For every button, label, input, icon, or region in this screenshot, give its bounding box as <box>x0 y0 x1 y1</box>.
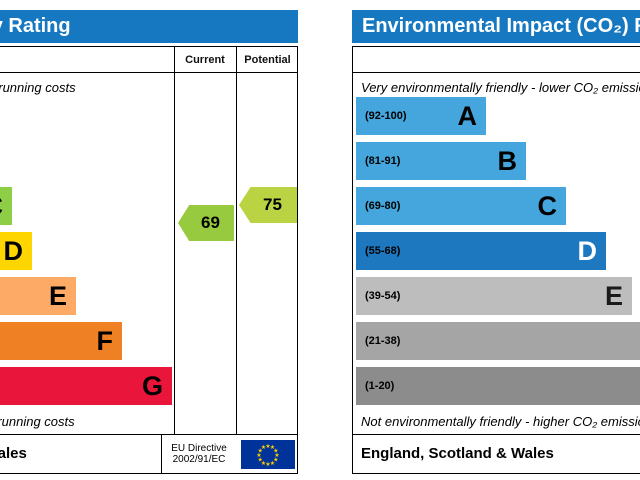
svg-text:★: ★ <box>257 456 262 463</box>
column-header-row: Current Potential <box>353 47 640 73</box>
band-row-f: (21-38) F <box>356 322 640 360</box>
chart-title: Energy Efficiency Rating <box>0 15 71 37</box>
band-range-label: (21-38) <box>365 335 401 347</box>
band-letter: F <box>96 326 114 356</box>
band-letter: D <box>3 236 24 266</box>
chart-footer: England, Scotland & Wales EU Directive 2… <box>0 434 297 473</box>
band-letter: G <box>141 371 163 401</box>
svg-text:★: ★ <box>257 447 262 454</box>
band-row-a: (92-100) A <box>356 97 640 135</box>
footer-region-label: England, Scotland & Wales <box>0 445 27 462</box>
band-bar-c: (69-80) C <box>356 187 566 225</box>
svg-text:★: ★ <box>260 444 265 451</box>
current-column-divider <box>174 47 175 435</box>
chart-title: Environmental Impact (CO₂) Rating <box>362 15 640 37</box>
svg-text:★: ★ <box>265 443 270 450</box>
band-bar-g: G <box>0 367 172 405</box>
band-bar-e: E <box>0 277 76 315</box>
band-row-e: E <box>0 277 172 315</box>
eu-directive-line1: EU Directive <box>171 443 227 454</box>
band-row-a: A <box>0 97 172 135</box>
svg-text:★: ★ <box>274 452 279 459</box>
column-header-row: Current Potential <box>0 47 297 73</box>
band-row-b: B <box>0 142 172 180</box>
band-letter: C <box>537 191 558 221</box>
band-row-d: (55-68) D <box>356 232 640 270</box>
top-note: Very energy efficient - lower running co… <box>0 80 76 95</box>
potential-rating-marker: 75 <box>239 187 297 223</box>
band-range-label: (39-54) <box>365 290 401 302</box>
band-bar-f: F <box>0 322 122 360</box>
band-range-label: (55-68) <box>365 245 401 257</box>
band-letter: E <box>604 281 623 311</box>
eu-directive-line2: 2002/91/EC <box>172 454 226 465</box>
chart-body: Current Potential Very environmentally f… <box>352 46 640 474</box>
band-row-e: (39-54) E <box>356 277 640 315</box>
band-letter: A <box>457 101 478 131</box>
band-bar-e: (39-54) E <box>356 277 632 315</box>
environmental-impact-chart: Environmental Impact (CO₂) Rating Curren… <box>352 10 640 474</box>
svg-text:★: ★ <box>273 447 278 454</box>
svg-text:★: ★ <box>256 452 261 459</box>
band-range-label: (92-100) <box>365 110 407 122</box>
svg-text:★: ★ <box>273 456 278 463</box>
band-range-label: (1-20) <box>365 380 395 392</box>
band-row-c: C <box>0 187 172 225</box>
band-row-b: (81-91) B <box>356 142 640 180</box>
band-range-label: (69-80) <box>365 200 401 212</box>
bottom-note: Not environmentally friendly - higher CO… <box>361 414 640 429</box>
rating-bands: A B C <box>0 97 172 412</box>
band-bar-a: (92-100) A <box>356 97 486 135</box>
chart-title-bar: Energy Efficiency Rating <box>0 10 298 43</box>
band-letter: D <box>577 236 598 266</box>
eu-directive-label: EU Directive 2002/91/EC <box>162 435 236 473</box>
svg-text:★: ★ <box>269 459 274 466</box>
chart-footer: England, Scotland & Wales EU Directive 2… <box>353 434 640 473</box>
band-row-d: D <box>0 232 172 270</box>
eu-flag-icon: ★ ★ ★ ★ ★ ★ ★ ★ ★ ★ ★ ★ <box>236 435 299 473</box>
band-row-f: F <box>0 322 172 360</box>
chart-title-bar: Environmental Impact (CO₂) Rating <box>352 10 640 43</box>
band-bar-d: (55-68) D <box>356 232 606 270</box>
band-range-label: (81-91) <box>365 155 401 167</box>
band-row-c: (69-80) C <box>356 187 640 225</box>
potential-column-header: Potential <box>244 54 291 66</box>
rating-bands: (92-100) A (81-91) B (69-80) C <box>356 97 640 412</box>
svg-text:★: ★ <box>269 444 274 451</box>
band-row-g: (1-20) G <box>356 367 640 405</box>
current-column-header: Current <box>185 54 225 66</box>
footer-region-label: England, Scotland & Wales <box>361 445 554 462</box>
band-bar-d: D <box>0 232 32 270</box>
svg-text:★: ★ <box>265 461 270 468</box>
band-letter: E <box>48 281 67 311</box>
current-rating-marker: 69 <box>178 205 234 241</box>
band-letter: B <box>497 146 518 176</box>
band-letter: C <box>0 187 3 225</box>
footer-divider <box>161 435 162 473</box>
band-row-g: G <box>0 367 172 405</box>
potential-column-divider <box>236 47 237 473</box>
bottom-note: Not energy efficient - higher running co… <box>0 414 75 429</box>
energy-efficiency-chart: Energy Efficiency Rating Current Potenti… <box>0 10 298 474</box>
band-bar-g: (1-20) G <box>356 367 640 405</box>
band-bar-c: C <box>0 187 12 225</box>
top-note: Very environmentally friendly - lower CO… <box>361 80 640 95</box>
band-bar-b: (81-91) B <box>356 142 526 180</box>
chart-body: Current Potential Very energy efficient … <box>0 46 298 474</box>
svg-text:★: ★ <box>260 459 265 466</box>
band-bar-f: (21-38) F <box>356 322 640 360</box>
